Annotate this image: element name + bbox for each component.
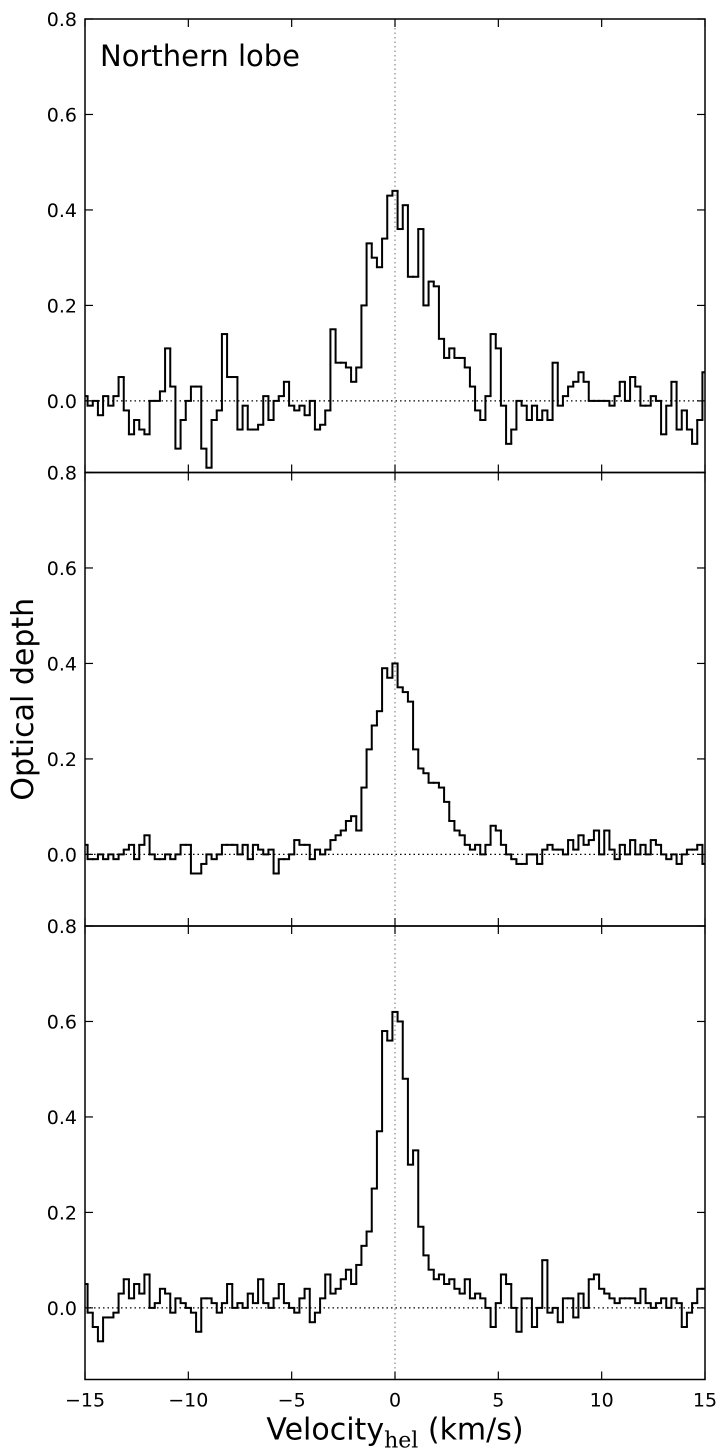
step-connector — [86, 663, 704, 874]
x-axis-label-unit: (km/s) — [428, 1413, 524, 1448]
series — [85, 1010, 705, 1343]
y-tick-label: 0.2 — [47, 1202, 77, 1224]
x-axis-label-main: Velocity — [266, 1413, 384, 1448]
step-connector — [86, 190, 704, 468]
y-tick-label: 0.4 — [47, 1107, 77, 1129]
y-tick-label: 0.2 — [47, 295, 77, 317]
x-tick-label: −15 — [65, 1390, 105, 1412]
y-tick-label: 0.0 — [47, 391, 77, 413]
y-tick-label: 0.0 — [47, 844, 77, 866]
y-tick-label: 0.0 — [47, 1298, 77, 1320]
y-axis-label: Optical depth — [6, 598, 41, 801]
y-tick-label: 0.8 — [47, 9, 77, 31]
x-tick-label: −5 — [278, 1390, 306, 1412]
x-tick-label: 15 — [693, 1390, 717, 1412]
series — [85, 662, 705, 875]
x-tick-label: −10 — [168, 1390, 208, 1412]
y-tick-label: 0.4 — [47, 200, 77, 222]
y-tick-label: 0.8 — [47, 463, 77, 485]
x-tick-label: 5 — [492, 1390, 504, 1412]
series — [85, 189, 705, 469]
y-tick-label: 0.6 — [47, 1011, 77, 1033]
x-tick-label: 10 — [590, 1390, 614, 1412]
y-tick-label: 0.6 — [47, 104, 77, 126]
y-tick-label: 0.4 — [47, 653, 77, 675]
x-axis-label-subscript: hel — [384, 1429, 418, 1454]
x-tick-label: 0 — [389, 1390, 401, 1412]
x-axis-label: Velocityhel (km/s) — [266, 1413, 523, 1454]
x-axis-label-space — [418, 1413, 428, 1448]
annotation: Northern lobe — [100, 39, 300, 73]
y-tick-label: 0.8 — [47, 916, 77, 938]
y-tick-label: 0.6 — [47, 558, 77, 580]
y-tick-label: 0.2 — [47, 749, 77, 771]
